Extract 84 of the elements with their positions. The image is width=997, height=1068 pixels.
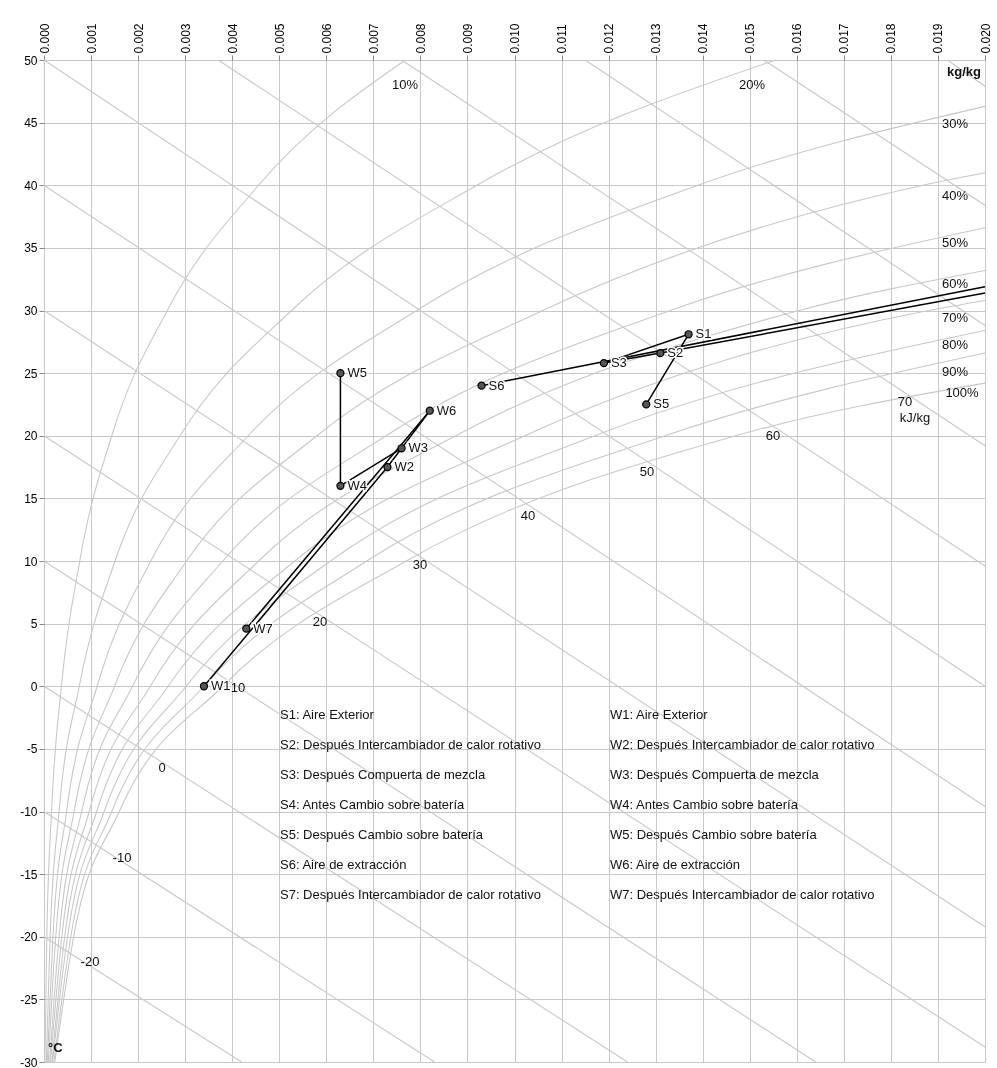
x-tick-label: 0.008 xyxy=(413,23,428,54)
x-tick-label: 0.013 xyxy=(649,23,664,54)
x-tick-label: 0.009 xyxy=(460,23,475,54)
annotation: S2: Después Intercambiador de calor rotativo xyxy=(280,737,541,752)
annotation: 10 xyxy=(230,680,246,695)
y-tick-label: 0 xyxy=(30,679,38,694)
y-tick-label: -5 xyxy=(26,742,38,757)
annotation: S1 xyxy=(695,326,712,342)
annotation: W1 xyxy=(210,678,231,694)
annotation: 30 xyxy=(412,557,428,572)
x-tick-label: 0.019 xyxy=(931,23,946,54)
y-tick-label: 5 xyxy=(30,617,38,632)
annotation: 20 xyxy=(312,614,328,629)
annotation: 20% xyxy=(738,77,766,92)
y-axis-title: °C xyxy=(48,1040,64,1055)
annotation: W7: Después Intercambiador de calor rotativo xyxy=(610,887,875,902)
annotation: 50% xyxy=(941,235,969,250)
x-tick-label: 0.010 xyxy=(508,23,522,54)
x-tick-label: 0.016 xyxy=(790,23,805,54)
annotation: 40% xyxy=(941,188,969,203)
x-tick-label: 0.018 xyxy=(884,23,899,54)
x-tick-label: 0.007 xyxy=(366,23,381,54)
x-tick-label: 0.017 xyxy=(837,23,852,54)
x-tick-label: 0.001 xyxy=(84,23,99,54)
annotation: 60% xyxy=(941,276,969,291)
y-tick-label: -25 xyxy=(20,992,38,1007)
annotation: -20 xyxy=(80,954,100,969)
annotation: W3: Después Compuerta de mezcla xyxy=(610,767,820,782)
annotation: 80% xyxy=(941,337,969,352)
annotation: W4 xyxy=(347,477,367,493)
annotation: 40 xyxy=(520,508,536,523)
y-tick-label: -30 xyxy=(20,1055,38,1068)
annotation: S1: Aire Exterior xyxy=(280,707,375,722)
annotation: 50 xyxy=(639,464,655,479)
annotation: W3 xyxy=(408,440,429,456)
annotation: -10 xyxy=(112,850,132,865)
y-tick-label: 45 xyxy=(24,116,38,131)
annotation: W7 xyxy=(253,620,273,636)
annotation: kJ/kg xyxy=(899,410,931,425)
annotation: S5 xyxy=(653,396,670,412)
x-tick-label: 0.005 xyxy=(272,23,287,54)
y-tick-label: 40 xyxy=(24,178,38,193)
annotation: 0 xyxy=(158,760,166,775)
annotation: S3: Después Compuerta de mezcla xyxy=(280,767,486,782)
annotation: W5: Después Cambio sobre batería xyxy=(610,827,818,842)
y-tick-label: 10 xyxy=(24,554,38,569)
y-tick-label: 25 xyxy=(24,366,38,381)
annotation: W6: Aire de extracción xyxy=(610,857,741,872)
x-tick-label: 0.004 xyxy=(225,23,240,54)
annotation: 100% xyxy=(945,385,980,400)
x-tick-label: 0.000 xyxy=(37,23,52,54)
annotation: 70 xyxy=(897,394,913,409)
annotation: S5: Después Cambio sobre batería xyxy=(280,827,484,842)
y-tick-label: 15 xyxy=(24,491,38,506)
annotation: W2 xyxy=(394,459,414,475)
x-tick-label: 0.014 xyxy=(696,23,711,54)
y-tick-label: 30 xyxy=(24,304,38,318)
annotation: W5 xyxy=(347,365,367,381)
y-tick-label: -15 xyxy=(20,867,38,882)
annotation: 30% xyxy=(941,116,969,131)
annotation: W2: Después Intercambiador de calor rotativo xyxy=(610,737,875,752)
x-tick-label: 0.015 xyxy=(743,23,758,54)
y-tick-label: 35 xyxy=(24,241,38,256)
annotation: 90% xyxy=(941,364,969,379)
annotation: W4: Antes Cambio sobre batería xyxy=(610,797,799,812)
annotation: 10% xyxy=(391,77,419,92)
annotation: S6: Aire de extracción xyxy=(280,857,407,872)
y-tick-label: 50 xyxy=(24,53,38,68)
annotation: W6 xyxy=(436,402,457,418)
y-tick-label: 20 xyxy=(24,429,38,444)
x-tick-label: 0.006 xyxy=(319,23,334,54)
x-axis-title: kg/kg xyxy=(947,64,982,79)
x-tick-label: 0.020 xyxy=(978,23,993,54)
annotation: W1: Aire Exterior xyxy=(610,707,709,722)
x-tick-label: 0.003 xyxy=(178,23,193,54)
annotation: S4: Antes Cambio sobre batería xyxy=(280,797,466,812)
x-tick-label: 0.012 xyxy=(602,23,617,54)
annotation: 60 xyxy=(765,428,781,443)
x-tick-label: 0.002 xyxy=(131,23,146,54)
annotation: 70% xyxy=(941,310,969,325)
y-tick-label: -10 xyxy=(20,805,38,819)
annotation: S7: Después Intercambiador de calor rotativo xyxy=(280,887,541,902)
y-tick-label: -20 xyxy=(20,930,38,945)
x-tick-label: 0.011 xyxy=(555,24,570,54)
